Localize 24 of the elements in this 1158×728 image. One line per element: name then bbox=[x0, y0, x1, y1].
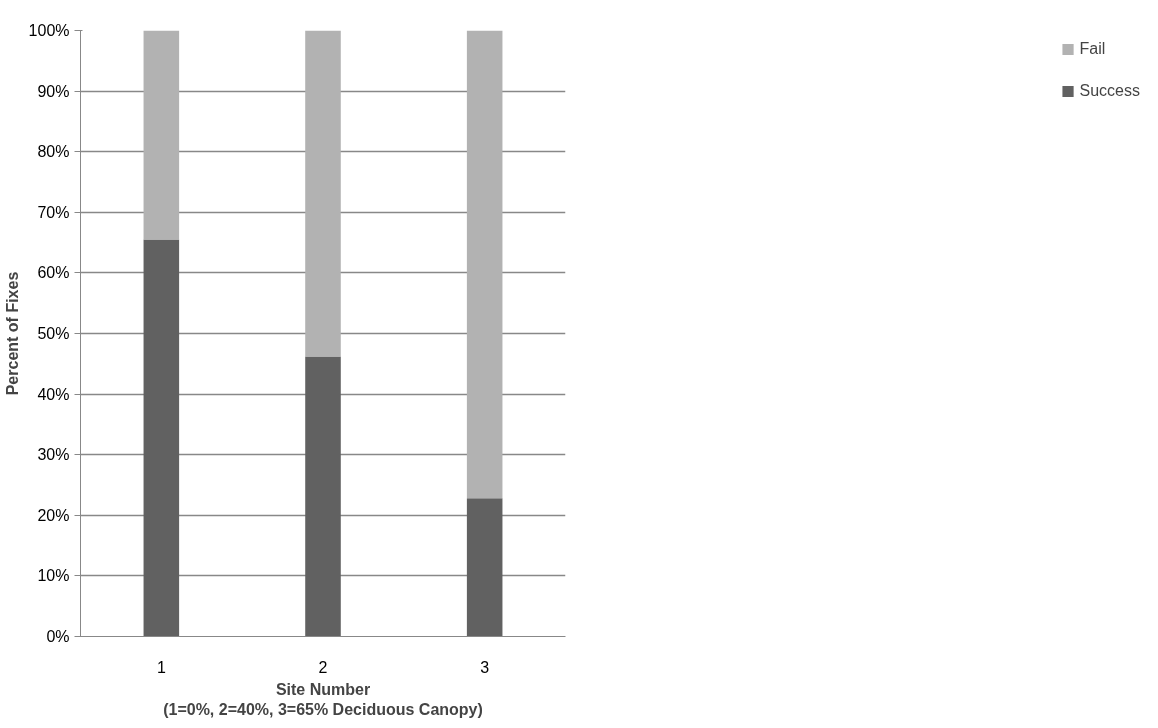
bar bbox=[466, 30, 503, 499]
x-tick-label: 2 bbox=[318, 658, 328, 676]
y-tick-label: 20% bbox=[37, 506, 70, 524]
bar bbox=[143, 239, 180, 637]
y-tick-label: 60% bbox=[37, 264, 70, 282]
y-tick-label: 70% bbox=[37, 203, 70, 221]
bar bbox=[305, 356, 341, 637]
y-axis-title: Percent of Fixes bbox=[3, 271, 21, 396]
legend-label: Fail bbox=[1079, 40, 1106, 58]
legend-label: Success bbox=[1079, 82, 1140, 100]
bar bbox=[305, 30, 341, 357]
y-tick-label: 10% bbox=[37, 567, 70, 585]
x-tick-label: 1 bbox=[156, 658, 166, 676]
x-tick-label: 3 bbox=[480, 658, 490, 676]
y-tick-label: 40% bbox=[37, 385, 70, 403]
y-tick-label: 50% bbox=[37, 325, 70, 342]
x-axis-title: Site Number (1=0%, 2=40%, 3=65% Deciduous Canopy) bbox=[163, 680, 483, 718]
y-tick-label: 0% bbox=[46, 628, 70, 645]
y-tick-label: 90% bbox=[37, 82, 70, 100]
y-tick-label: 80% bbox=[37, 143, 70, 161]
y-tick-label: 100% bbox=[28, 22, 70, 39]
bar bbox=[143, 30, 180, 240]
y-tick-label: 30% bbox=[37, 446, 70, 464]
bar bbox=[466, 498, 503, 637]
